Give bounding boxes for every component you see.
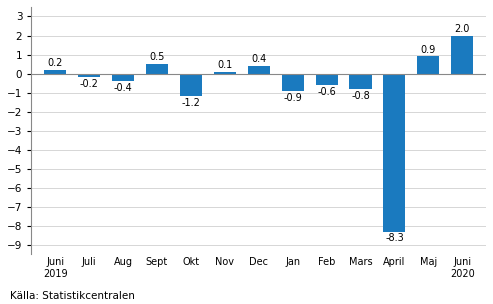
Bar — [112, 74, 134, 81]
Bar — [214, 72, 236, 74]
Text: 0.4: 0.4 — [251, 54, 266, 64]
Bar — [384, 74, 405, 232]
Bar — [350, 74, 372, 89]
Text: 0.5: 0.5 — [149, 52, 165, 62]
Text: -0.6: -0.6 — [317, 87, 336, 97]
Text: -0.4: -0.4 — [113, 83, 132, 93]
Text: 0.9: 0.9 — [421, 45, 436, 54]
Bar — [180, 74, 202, 96]
Bar — [282, 74, 304, 91]
Text: -0.9: -0.9 — [283, 93, 302, 103]
Bar — [146, 64, 168, 74]
Text: -0.2: -0.2 — [79, 79, 99, 89]
Bar — [247, 66, 270, 74]
Bar — [451, 36, 473, 74]
Text: 0.2: 0.2 — [47, 58, 63, 68]
Text: 0.1: 0.1 — [217, 60, 232, 70]
Bar — [44, 70, 66, 74]
Text: -1.2: -1.2 — [181, 98, 200, 108]
Text: 2.0: 2.0 — [455, 24, 470, 34]
Bar — [78, 74, 100, 78]
Bar — [418, 57, 439, 74]
Text: -8.3: -8.3 — [385, 233, 404, 244]
Bar — [316, 74, 338, 85]
Text: Källa: Statistikcentralen: Källa: Statistikcentralen — [10, 291, 135, 301]
Text: -0.8: -0.8 — [351, 91, 370, 101]
